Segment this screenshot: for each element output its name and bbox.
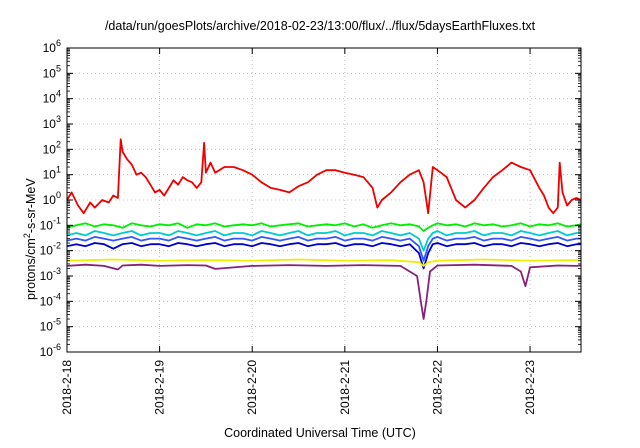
x-axis-label: Coordinated Universal Time (UTC) (224, 426, 416, 440)
y-tick-label: 106 (43, 38, 61, 55)
y-tick-label: 10-4 (40, 291, 61, 308)
series-line-3 (66, 230, 581, 252)
x-tick-label: 2018-2-22 (430, 360, 444, 415)
grid-lines (67, 48, 581, 352)
y-axis-label-sup: 2 (22, 233, 32, 239)
y-tick-label: 10-1 (40, 215, 61, 232)
y-ticks: 10-6 10-5 10-4 10-3 10-2 10-1 100 101 102 103 104 1… (40, 38, 581, 359)
series-line-5 (66, 242, 581, 270)
x-ticks: 2018-2-18 2018-2-19 2018-2-20 2018-2-21 2018… (60, 48, 537, 415)
y-tick-label: 10-5 (40, 317, 61, 334)
y-axis-label-prefix: protons/cm (24, 238, 38, 300)
x-tick-label: 2018-2-18 (60, 360, 74, 415)
x-tick-label: 2018-2-23 (523, 360, 537, 415)
y-tick-label: 102 (43, 139, 61, 156)
series-line-4 (66, 235, 581, 262)
series-line-6 (66, 258, 582, 267)
x-tick-label: 2018-2-19 (153, 360, 167, 415)
x-tick-label: 2018-2-20 (245, 360, 259, 415)
series-line-1 (66, 138, 582, 215)
series-line-7 (66, 263, 582, 320)
y-tick-label: 103 (43, 114, 61, 131)
y-tick-label: 10-2 (40, 241, 61, 258)
y-axis-label: protons/cm2-s-sr-MeV (22, 178, 38, 300)
y-tick-label: 10-3 (40, 266, 61, 283)
y-tick-label: 104 (43, 89, 61, 106)
y-axis-label-suffix: -s-sr-MeV (24, 178, 38, 234)
y-tick-label: 101 (43, 165, 61, 182)
series-layer (66, 138, 582, 320)
x-tick-label: 2018-2-21 (338, 360, 352, 415)
series-line-2 (66, 222, 582, 232)
chart-title: /data/run/goesPlots/archive/2018-02-23/1… (104, 19, 536, 33)
y-tick-label: 105 (43, 63, 61, 80)
y-tick-label: 100 (43, 190, 61, 207)
y-tick-label: 10-6 (40, 342, 61, 359)
